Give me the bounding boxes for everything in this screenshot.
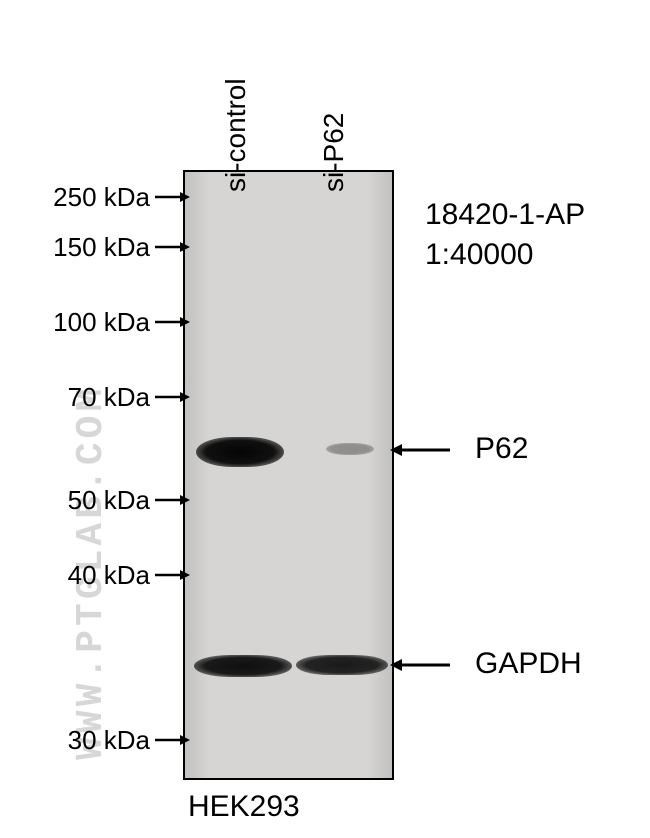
antibody-catalog-label: 18420-1-AP (425, 198, 585, 232)
mw-label-4: 50 kDa (68, 485, 150, 516)
band-pointer-arrow-icon-0 (390, 442, 450, 458)
lane-label-0: si-control (220, 78, 252, 192)
lane-label-1: si-P62 (318, 113, 350, 192)
antibody-dilution-label: 1:40000 (425, 238, 533, 272)
mw-arrow-icon-4 (155, 493, 192, 507)
mw-label-2: 100 kDa (53, 307, 150, 338)
mw-label-6: 30 kDa (68, 725, 150, 756)
band-p62-lane0 (196, 437, 284, 467)
mw-label-1: 150 kDa (53, 232, 150, 263)
mw-arrow-icon-3 (155, 390, 192, 404)
band-p62-lane1 (326, 443, 374, 455)
mw-arrow-icon-1 (155, 240, 192, 254)
mw-label-5: 40 kDa (68, 560, 150, 591)
western-blot-figure: { "figure": { "type": "western-blot", "w… (0, 0, 650, 838)
mw-label-3: 70 kDa (68, 382, 150, 413)
band-pointer-label-p62: P62 (475, 432, 528, 466)
band-pointer-arrow-icon-1 (390, 657, 450, 673)
blot-membrane (183, 170, 394, 780)
band-gapdh-lane0 (194, 655, 292, 677)
mw-arrow-icon-6 (155, 733, 192, 747)
mw-arrow-icon-5 (155, 568, 192, 582)
mw-arrow-icon-2 (155, 315, 192, 329)
mw-label-0: 250 kDa (53, 182, 150, 213)
mw-arrow-icon-0 (155, 190, 192, 204)
band-pointer-label-gapdh: GAPDH (475, 647, 582, 681)
cell-line-label: HEK293 (188, 790, 300, 824)
band-gapdh-lane1 (296, 655, 388, 675)
